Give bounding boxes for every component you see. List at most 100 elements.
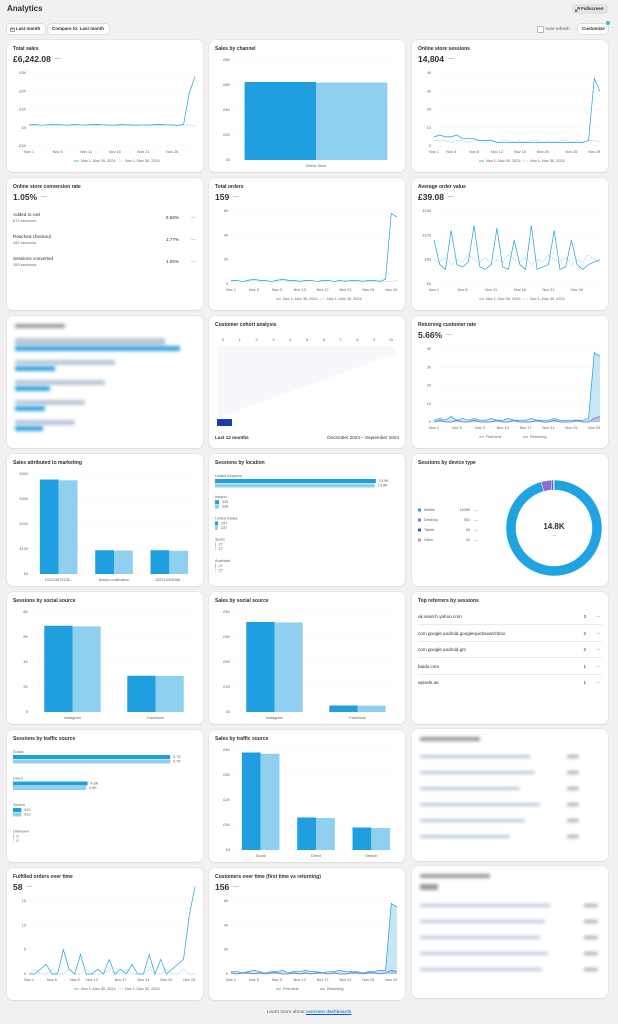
bar	[215, 547, 216, 552]
y-tick-label: £300	[20, 497, 28, 501]
bar	[72, 626, 101, 712]
bar	[215, 542, 216, 547]
x-tick-label: Nov 29	[183, 978, 195, 982]
legend-value: 501	[464, 518, 470, 522]
card-value: £6,242.08	[13, 54, 51, 64]
legend-swatch	[418, 508, 421, 512]
auto-refresh-label: Auto-refresh	[545, 26, 570, 31]
row-value: 1	[583, 680, 586, 685]
row-value: 1.77%	[165, 237, 179, 242]
card: Customer cohort analysis 0 1 2 3 4 5 6 7 8 9 10 Last…	[209, 316, 405, 448]
line	[28, 968, 195, 975]
x-tick-label: Nov 5	[249, 288, 259, 292]
blurred-card	[7, 316, 203, 448]
x-tick-label: Nov 21	[137, 978, 149, 982]
chart: 60 40 20 0 Nov 1 Nov 5 Nov 9 Nov 13 Nov 17 Nov 21…	[224, 209, 398, 301]
x-tick-label: Nov 1	[429, 288, 439, 292]
value-label: 4.5K	[89, 786, 97, 790]
card: Sessions by device type Mobile 14085 — Deskt…	[412, 454, 608, 586]
value-label: 13.8K	[378, 484, 388, 488]
card-title: Sessions by location	[215, 460, 265, 466]
compare-label: Compare to: Last month	[52, 26, 105, 31]
x-tick-label: Nov 5	[452, 426, 462, 430]
area-fill	[231, 903, 397, 974]
chart: £8K £6K £4K £2K £0 Online Store	[223, 58, 399, 168]
card-value: 1.05%	[13, 192, 38, 202]
footer: Learn more about overview dashboards	[0, 1010, 618, 1015]
y-tick-label: 10	[427, 402, 431, 406]
card-title: Sales by channel	[215, 46, 256, 52]
fullscreen-label: Fullscreen	[581, 6, 604, 11]
value-label: 338	[222, 505, 228, 509]
row-label: baidu.com	[418, 663, 440, 669]
bar	[215, 479, 376, 483]
category-label: Direct	[13, 777, 24, 781]
bar	[244, 81, 316, 160]
date-range-button[interactable]: Last month	[7, 24, 45, 34]
fullscreen-button[interactable]: Fullscreen	[572, 4, 608, 14]
row-change: —	[191, 259, 196, 264]
legend-label: Returning	[327, 987, 343, 991]
bar	[260, 753, 280, 850]
x-tick-label: Nov 1	[226, 288, 236, 292]
area-fill	[434, 352, 600, 422]
page-title: Analytics	[7, 4, 43, 13]
x-tick-label: Nov 5	[47, 978, 57, 982]
card-title: Online store conversion rate	[13, 184, 81, 190]
x-tick-label: Nov 20	[537, 150, 549, 154]
bar	[44, 625, 73, 712]
card-title: Total sales	[13, 46, 39, 52]
calendar-icon	[10, 27, 15, 32]
auto-refresh-checkbox[interactable]	[537, 26, 544, 33]
card-title: Sales by social source	[215, 598, 269, 604]
card: Sales by traffic source £4K £3K £2K £1K £0 Soc…	[209, 730, 405, 862]
x-tick-label: 132213673138...	[44, 578, 73, 582]
footer-link[interactable]: overview dashboards	[305, 1010, 352, 1015]
y-tick-label: 0	[226, 282, 228, 286]
x-tick-label: Search	[365, 854, 377, 858]
x-tick-label: Nov 25	[565, 150, 577, 154]
bar	[274, 622, 303, 712]
card: Sales by channel £8K £6K £4K £2K £0 Online Sto…	[209, 40, 405, 172]
legend-value: 42	[466, 538, 470, 542]
y-tick-label: £1K	[223, 685, 230, 689]
chart: Mobile 14085 — Desktop 501 — Tablet 96 — Other 42 —…	[418, 479, 603, 577]
y-tick-label: £2K	[223, 798, 230, 802]
category-label: United Kingdom	[215, 474, 242, 478]
legend-label: First time	[283, 987, 299, 991]
row-change: —	[596, 614, 601, 619]
y-tick-label: 0	[429, 144, 431, 148]
legend-label: Nov 1–Nov 30, 2024	[81, 987, 116, 991]
legend-label: Other	[424, 538, 434, 542]
bar	[169, 550, 189, 574]
card-title: Sessions by device type	[418, 460, 476, 466]
x-tick-label: Nov 21	[137, 150, 149, 154]
y-tick-label: 40	[427, 71, 431, 75]
customize-button[interactable]: Customize	[578, 24, 608, 34]
x-tick-label: Nov 16	[514, 150, 526, 154]
y-tick-label: 40	[427, 347, 431, 351]
compare-button[interactable]: Compare to: Last month	[48, 24, 109, 34]
value-label: 27	[219, 547, 223, 551]
card-value: 14,804	[418, 54, 444, 64]
x-tick-label: Nov 8	[469, 150, 479, 154]
x-tick-label: Facebook	[147, 716, 164, 720]
bar	[95, 550, 114, 574]
cohort-column: 4	[289, 338, 291, 342]
bar	[329, 705, 358, 712]
card: Online store sessions 14,804 — 40 30 20 10 0 Nov…	[412, 40, 608, 172]
x-tick-label: Nov 12	[491, 150, 503, 154]
x-tick-label: Nov 1	[226, 978, 236, 982]
y-tick-label: 0	[226, 972, 228, 976]
row-value: 3	[583, 614, 586, 619]
cohort-column: 8	[356, 338, 358, 342]
bar	[39, 479, 59, 574]
legend-swatch	[418, 538, 421, 542]
y-tick-label: £0	[427, 282, 431, 286]
bar	[13, 812, 22, 817]
card-change: —	[233, 884, 240, 890]
value-label: 27	[219, 568, 223, 572]
legend-label: Nov 1–Nov 30, 2024	[530, 159, 565, 163]
x-tick-label: Nov 9	[272, 978, 282, 982]
